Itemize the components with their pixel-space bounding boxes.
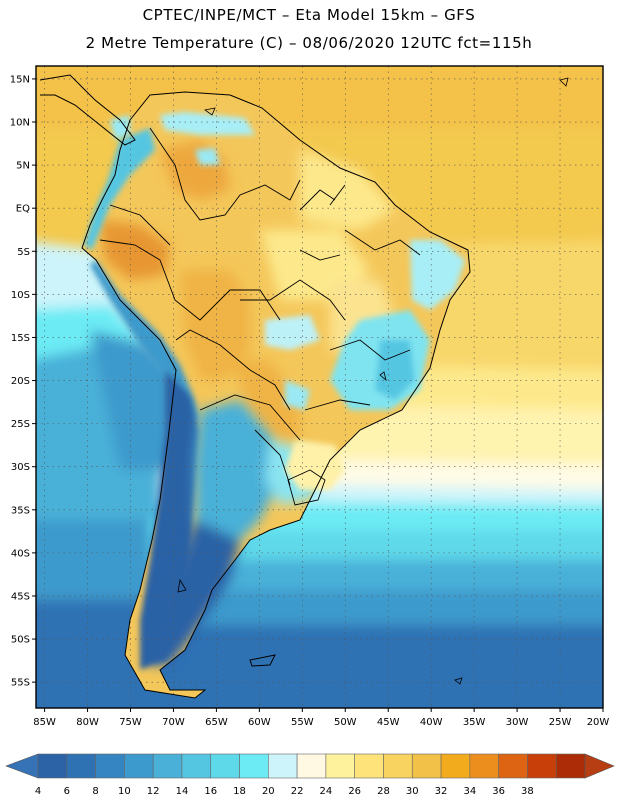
political-borders bbox=[99, 127, 421, 506]
colorbar-label: 18 bbox=[233, 786, 246, 797]
lon-label: 45W bbox=[377, 717, 400, 728]
lon-label: 25W bbox=[549, 717, 572, 728]
colorbar-label: 10 bbox=[118, 786, 131, 797]
colorbar-swatch bbox=[181, 753, 212, 779]
lat-label: 10N bbox=[10, 118, 30, 129]
latitude-labels: 15N 10N 5N EQ 5S 10S 15S 20S 25S 30S 35S 40S 45S 50S 5… bbox=[10, 74, 36, 689]
lon-label: 30W bbox=[506, 717, 529, 728]
colorbar-swatch bbox=[268, 753, 298, 779]
lat-label: 45S bbox=[11, 591, 30, 602]
lon-label: 60W bbox=[248, 717, 271, 728]
lat-label: 5S bbox=[17, 247, 30, 258]
lon-label: 85W bbox=[33, 717, 56, 728]
cool-highlands bbox=[110, 112, 465, 410]
colorbar-label: 32 bbox=[435, 786, 448, 797]
colorbar-swatch bbox=[354, 753, 384, 779]
lat-label: 20S bbox=[11, 376, 30, 387]
lat-label: 50S bbox=[11, 635, 30, 646]
lon-label: 50W bbox=[334, 717, 357, 728]
graticule bbox=[36, 66, 603, 708]
lat-label: 30S bbox=[11, 462, 30, 473]
colorbar-label: 34 bbox=[463, 786, 476, 797]
colorbar-under-arrow bbox=[5, 753, 39, 779]
colorbar-swatch bbox=[498, 753, 528, 779]
lat-label: 35S bbox=[11, 505, 30, 516]
colorbar-swatch bbox=[124, 753, 154, 779]
colorbar-label: 28 bbox=[377, 786, 390, 797]
colorbar-swatch bbox=[296, 753, 327, 779]
colorbar-label: 6 bbox=[64, 786, 70, 797]
temperature-field bbox=[36, 66, 603, 708]
lat-label: 40S bbox=[11, 548, 30, 559]
map-subtitle: 2 Metre Temperature (C) – 08/06/2020 12U… bbox=[85, 34, 533, 52]
colorbar-swatch bbox=[239, 753, 269, 779]
colorbar-label: 4 bbox=[35, 786, 41, 797]
lat-label: 55S bbox=[11, 678, 30, 689]
lon-label: 75W bbox=[119, 717, 142, 728]
colorbar-swatch bbox=[95, 753, 125, 779]
colorbar-label: 16 bbox=[204, 786, 217, 797]
lat-label: 15S bbox=[11, 333, 30, 344]
colorbar-label: 36 bbox=[492, 786, 505, 797]
lon-label: 20W bbox=[587, 717, 610, 728]
colorbar-swatch bbox=[527, 753, 557, 779]
map-frame bbox=[35, 65, 604, 709]
colorbar-swatch bbox=[555, 753, 586, 779]
lon-label: 35W bbox=[463, 717, 486, 728]
colorbar-swatch bbox=[66, 753, 96, 779]
longitude-labels: 85W 80W 75W 70W 65W 60W 55W 50W 45W 40W 35W 30W 25W 2… bbox=[33, 708, 609, 728]
lat-label: 25S bbox=[11, 419, 30, 430]
lat-label: 15N bbox=[10, 74, 30, 85]
colorbar-label: 24 bbox=[320, 786, 333, 797]
lat-label: 5N bbox=[16, 161, 30, 172]
colorbar-label: 22 bbox=[291, 786, 304, 797]
lon-label: 80W bbox=[76, 717, 99, 728]
colorbar-label: 20 bbox=[262, 786, 275, 797]
colorbar-label: 14 bbox=[176, 786, 189, 797]
colorbar-label: 38 bbox=[521, 786, 534, 797]
lon-label: 70W bbox=[162, 717, 185, 728]
colorbar-over-arrow bbox=[584, 753, 615, 779]
andes-cold-ridge bbox=[84, 128, 200, 670]
colorbar-label: 26 bbox=[348, 786, 361, 797]
temperature-colorbar: 4 6 8 10 12 14 16 18 20 22 24 26 28 30 32 34 36 38 bbox=[5, 753, 615, 797]
colorbar-swatch bbox=[37, 753, 68, 779]
colorbar-swatch bbox=[152, 753, 183, 779]
map-title: CPTEC/INPE/MCT – Eta Model 15km – GFS bbox=[142, 6, 476, 24]
colorbar-swatch bbox=[325, 753, 355, 779]
lon-label: 65W bbox=[205, 717, 228, 728]
temperature-map: 15N 10N 5N EQ 5S 10S 15S 20S 25S 30S 35S 40S 45S 50S 5… bbox=[10, 65, 609, 728]
colorbar-label: 8 bbox=[92, 786, 98, 797]
lat-label: 10S bbox=[11, 290, 30, 301]
colorbar-swatch bbox=[411, 753, 442, 779]
colorbar-label: 12 bbox=[147, 786, 160, 797]
coastline bbox=[39, 74, 471, 699]
colorbar-swatch bbox=[469, 753, 499, 779]
lon-label: 55W bbox=[291, 717, 314, 728]
colorbar-swatch bbox=[210, 753, 240, 779]
colorbar-swatch bbox=[383, 753, 413, 779]
lon-label: 40W bbox=[420, 717, 443, 728]
lat-label: EQ bbox=[16, 204, 30, 215]
colorbar-swatch bbox=[440, 753, 471, 779]
colorbar-label: 30 bbox=[406, 786, 419, 797]
